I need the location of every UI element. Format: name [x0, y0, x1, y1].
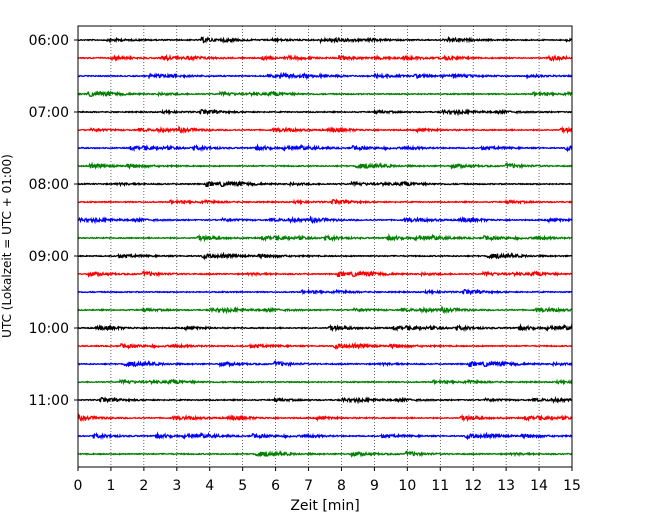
trace-9: [77, 180, 573, 188]
x-tick-label: 7: [304, 478, 313, 494]
x-tick-label: 0: [74, 478, 83, 494]
trace-4: [77, 90, 573, 98]
x-tick-label: 8: [337, 478, 346, 494]
trace-13: [77, 251, 573, 261]
x-axis-label: Zeit [min]: [290, 498, 359, 514]
trace-3: [77, 71, 573, 81]
x-tick-label: 11: [431, 478, 449, 494]
trace-12: [77, 233, 573, 243]
y-tick-label: 09:00: [29, 249, 69, 265]
x-tick-label: 2: [139, 478, 148, 494]
x-tick-label: 10: [398, 478, 416, 494]
trace-11: [77, 215, 573, 225]
x-tick-label: 5: [238, 478, 247, 494]
y-tick-label: 07:00: [29, 105, 69, 121]
trace-14: [77, 269, 573, 278]
trace-18: [77, 341, 573, 351]
trace-17: [77, 323, 573, 333]
trace-24: [77, 449, 573, 458]
y-tick-label: 06:00: [29, 33, 69, 49]
trace-7: [77, 143, 573, 153]
x-tick-label: 12: [464, 478, 482, 494]
trace-21: [77, 395, 573, 405]
y-tick-label: 10:00: [29, 321, 69, 337]
x-tick-label: 9: [370, 478, 379, 494]
y-tick-label: 11:00: [29, 393, 69, 409]
trace-1: [77, 35, 573, 45]
trace-23: [77, 431, 573, 441]
plot-frame: [77, 25, 573, 468]
y-tick-label: 08:00: [29, 177, 69, 193]
vertical-grid: [110, 26, 540, 467]
x-tick-label: 14: [530, 478, 548, 494]
trace-15: [77, 288, 573, 296]
x-tick-label: 6: [271, 478, 280, 494]
trace-16: [77, 305, 573, 315]
trace-5: [77, 107, 573, 117]
trace-6: [77, 125, 573, 135]
trace-8: [77, 161, 573, 170]
trace-19: [77, 359, 573, 368]
y-axis-ticks: 06:00 07:00 08:00 09:00 10:00 11:00: [29, 33, 78, 409]
x-tick-label: 1: [106, 478, 115, 494]
trace-2: [77, 53, 573, 63]
x-axis-ticks: 0 1 2 3 4 5 6 7 8 9 10 11 12 13 14 15: [74, 467, 581, 494]
traces: [77, 35, 573, 458]
x-tick-label: 4: [205, 478, 214, 494]
x-tick-label: 13: [497, 478, 515, 494]
trace-20: [77, 378, 573, 386]
trace-22: [77, 413, 573, 423]
trace-10: [77, 198, 573, 206]
y-axis-label: UTC (Lokalzeit = UTC + 01:00): [0, 154, 14, 338]
x-tick-label: 3: [172, 478, 181, 494]
x-tick-label: 15: [563, 478, 581, 494]
